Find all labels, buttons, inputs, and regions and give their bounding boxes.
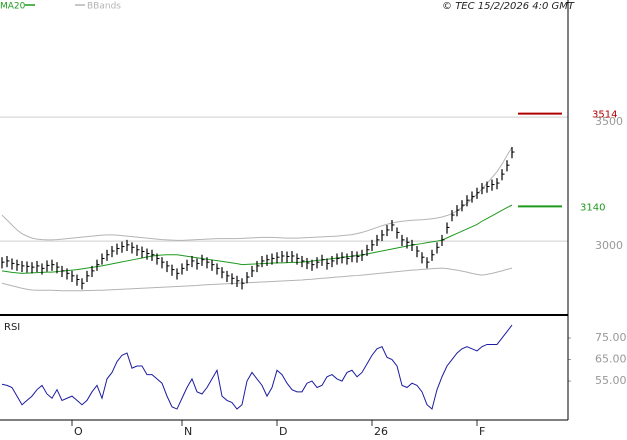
x-tick-label: N: [184, 425, 192, 438]
legend-label: BBands: [87, 2, 121, 12]
header: © TEC 15/2/2026 4:0 GMT: [442, 1, 575, 12]
y-tick-label: 3000: [595, 239, 623, 252]
y-tick-label: 55.00: [595, 374, 627, 387]
x-tick-label: 26: [374, 425, 388, 438]
legend-label: MA20: [0, 2, 26, 12]
rsi-line: [1, 324, 513, 410]
x-tick-label: F: [479, 425, 485, 438]
y-tick-label: 3500: [595, 115, 623, 128]
line-upper: [1, 146, 513, 241]
x-tick-label: O: [74, 425, 83, 438]
line-lower: [1, 267, 513, 292]
level-label: 3514: [592, 110, 617, 121]
x-tick-label: D: [279, 425, 287, 438]
panel-title: RSI: [4, 322, 20, 333]
level-label: 3140: [580, 202, 605, 213]
y-tick-label: 75.00: [595, 331, 627, 344]
y-tick-label: 65.00: [595, 353, 627, 366]
